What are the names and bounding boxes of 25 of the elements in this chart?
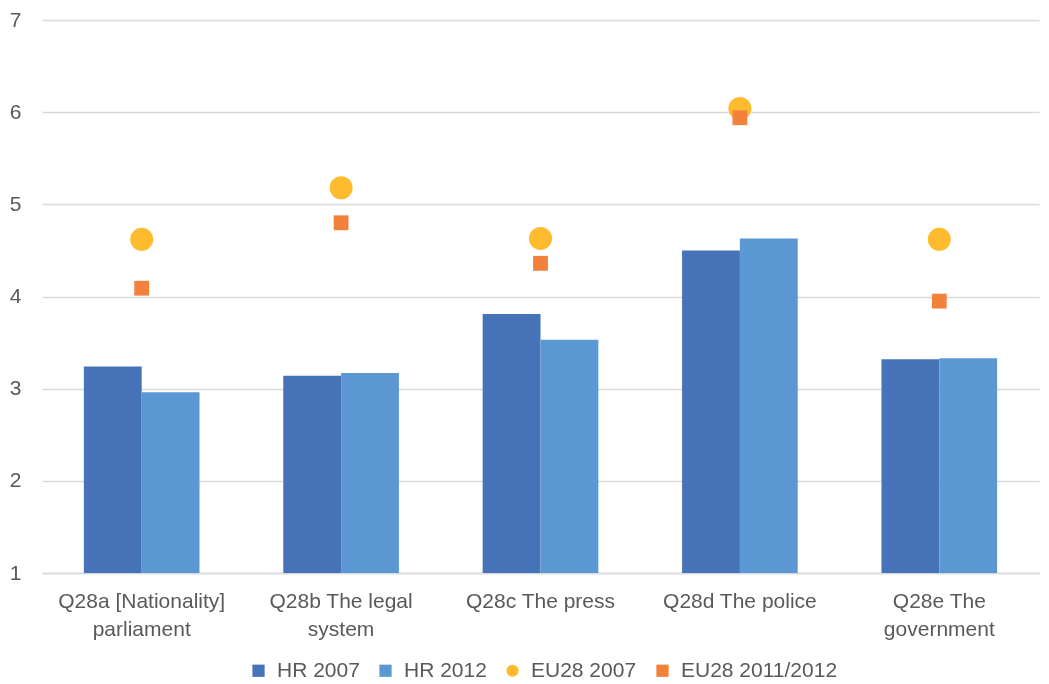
legend-label: EU28 2007 — [531, 657, 637, 681]
point — [533, 255, 548, 271]
point — [134, 280, 150, 296]
x-tick-label: Q28e The government — [883, 588, 995, 640]
y-tick-label: 6 — [9, 99, 22, 123]
point — [528, 226, 553, 250]
x-tick-label: Q28d The police — [663, 588, 817, 612]
point — [130, 227, 154, 251]
y-tick-label: 4 — [9, 284, 22, 307]
y-tick-label: 5 — [9, 191, 22, 215]
point — [927, 227, 951, 251]
point — [732, 110, 748, 126]
point — [931, 293, 947, 309]
x-tick-label: Q28b The legal system — [269, 588, 413, 640]
x-tick-label: Q28a [Nationality] parliament — [58, 588, 226, 640]
point — [333, 215, 349, 231]
y-tick-label: 3 — [9, 376, 22, 400]
x-tick-label: Q28c The press — [465, 588, 616, 612]
y-tick-label: 1 — [9, 560, 22, 584]
y-tick-label: 7 — [9, 7, 22, 31]
y-tick-label: 2 — [9, 468, 22, 492]
legend-label: HR 2012 — [404, 657, 487, 681]
legend-label: HR 2007 — [277, 657, 360, 681]
legend-label: EU28 2011/2012 — [681, 657, 838, 681]
point — [329, 176, 353, 200]
